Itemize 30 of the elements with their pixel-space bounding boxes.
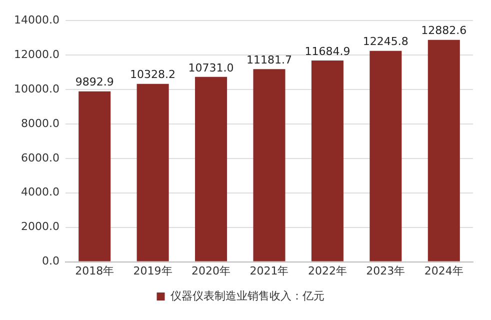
text: 12245.8 (362, 35, 408, 48)
y-tick-label: 14000.0 (14, 13, 60, 26)
x-tick-label: 2022年 (308, 264, 347, 278)
bar (311, 60, 344, 262)
y-tick-label: 2000.0 (20, 220, 60, 234)
text: 10328.2 (130, 68, 176, 82)
bar (253, 69, 286, 262)
text: 9892.9 (75, 76, 114, 89)
x-tick-label: 2018年 (75, 264, 114, 278)
x-tick-label: 2020年 (192, 264, 231, 278)
y-tick-label: 12000.0 (14, 48, 60, 61)
text: 11181.7 (246, 54, 292, 67)
y-tick-label: 0.0 (42, 254, 60, 268)
x-tick-label: 2021年 (250, 264, 289, 278)
text: 12882.6 (421, 24, 467, 38)
bar (370, 50, 402, 262)
y-tick-label: 8000.0 (20, 116, 60, 130)
text: 10731.0 (188, 61, 234, 74)
y-tick-label: 4000.0 (20, 186, 60, 199)
bar (78, 91, 111, 262)
bar (428, 40, 460, 262)
x-tick-label: 2023年 (366, 264, 406, 278)
legend-label: 仪器仪表制造业销售收入：亿元 (170, 289, 324, 302)
text: 11684.9 (304, 44, 350, 58)
bar (195, 76, 228, 262)
x-tick-label: 2019年 (133, 264, 172, 278)
bar (136, 84, 169, 262)
y-tick-label: 10000.0 (14, 82, 60, 96)
x-tick-label: 2024年 (424, 264, 464, 278)
y-tick-label: 6000.0 (20, 151, 60, 164)
